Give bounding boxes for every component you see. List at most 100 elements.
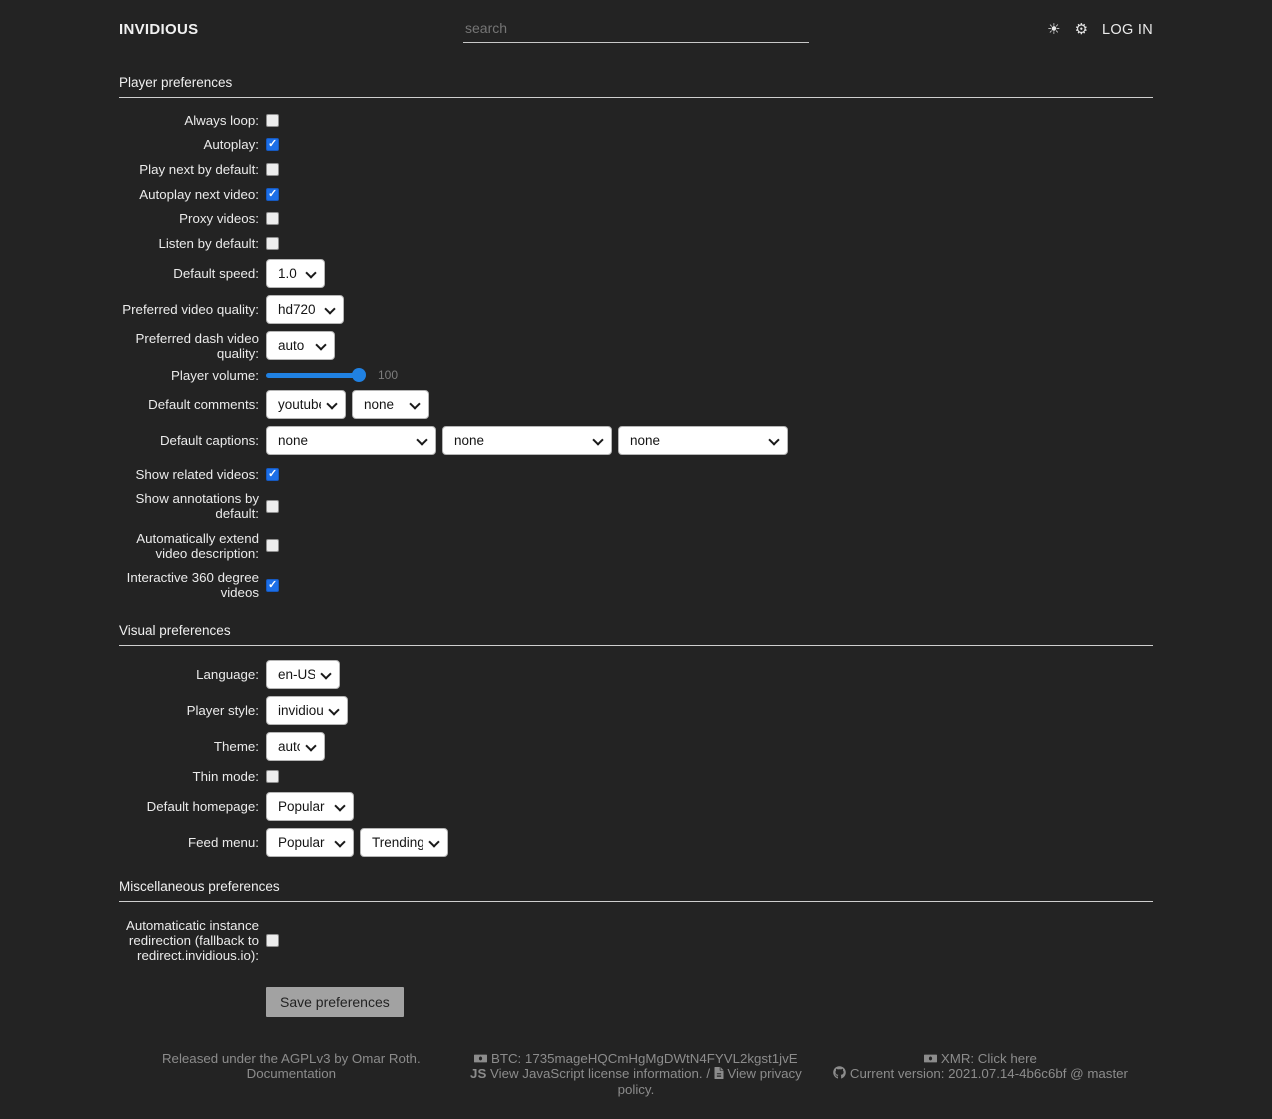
gear-icon[interactable]: ⚙	[1074, 21, 1089, 38]
pref-row-auto-redirect: Automaticatic instance redirection (fall…	[119, 912, 1153, 969]
brand-logo[interactable]: INVIDIOUS	[119, 21, 199, 38]
pref-row-default-comments: Default comments: youtube none	[119, 387, 1153, 423]
pref-label: Interactive 360 degree videos	[126, 570, 259, 601]
annotations-checkbox[interactable]	[266, 499, 279, 513]
pref-label: Default captions:	[159, 433, 259, 449]
video-quality-select[interactable]: hd720	[266, 295, 344, 325]
feed-menu-select-1[interactable]: Popular	[266, 828, 354, 858]
slider-thumb[interactable]	[352, 368, 366, 383]
version-text: Current version: 2021.07.14-4b6c6bf @ ma…	[849, 1066, 1128, 1082]
pref-label: Automatically extend video description:	[136, 530, 259, 561]
pref-row-dash-quality: Preferred dash video quality: auto	[119, 328, 1153, 364]
header-actions: ☀ ⚙ LOG IN	[809, 22, 1153, 38]
page-container: INVIDIOUS ☀ ⚙ LOG IN Player preferences …	[119, 0, 1153, 1119]
btc-address[interactable]: BTC: 1735mageHQCmHgMgDWtN4FYVL2kgst1jvE	[490, 1050, 798, 1066]
pref-row-theme: Theme: auto	[119, 728, 1153, 764]
section-title-visual: Visual preferences	[119, 623, 1153, 647]
pref-label: Play next by default:	[139, 161, 259, 177]
theme-select[interactable]: auto	[266, 731, 325, 761]
captions-select-2[interactable]: none	[442, 426, 612, 456]
documentation-link[interactable]: Documentation	[246, 1066, 337, 1082]
pref-row-related-videos: Show related videos:	[119, 459, 1153, 487]
default-speed-select[interactable]: 1.0	[266, 259, 325, 289]
footer-left: Released under the AGPLv3 by Omar Roth. …	[119, 1051, 464, 1098]
xmr-link[interactable]: XMR: Click here	[940, 1050, 1037, 1066]
pref-row-default-captions: Default captions: none none none	[119, 423, 1153, 459]
top-navbar: INVIDIOUS ☀ ⚙ LOG IN	[119, 0, 1153, 51]
dash-quality-select[interactable]: auto	[266, 331, 335, 361]
pref-row-listen-default: Listen by default:	[119, 231, 1153, 256]
captions-select-3[interactable]: none	[618, 426, 788, 456]
money-bill-icon	[474, 1054, 488, 1063]
slider-track	[266, 373, 364, 379]
sun-icon[interactable]: ☀	[1047, 21, 1061, 38]
pref-label: Player style:	[186, 702, 259, 718]
pref-label: Always loop:	[184, 112, 259, 128]
pref-label: Preferred dash video quality:	[135, 330, 259, 361]
visual-preferences-section: Language: en-US Player style: invidious …	[119, 646, 1153, 861]
js-license-link[interactable]: View JavaScript license information.	[490, 1066, 703, 1082]
pref-label: Language:	[196, 666, 259, 682]
pref-row-autoplay-next: Autoplay next video:	[119, 182, 1153, 207]
autoplay-next-checkbox[interactable]	[266, 187, 279, 201]
player-volume-slider[interactable]	[266, 368, 366, 383]
always-loop-checkbox[interactable]	[266, 113, 279, 127]
footer: Released under the AGPLv3 by Omar Roth. …	[119, 1051, 1153, 1119]
pref-label: Feed menu:	[188, 835, 259, 851]
pref-row-play-next: Play next by default:	[119, 157, 1153, 182]
pref-row-vr-mode: Interactive 360 degree videos	[119, 566, 1153, 606]
default-homepage-select[interactable]: Popular	[266, 792, 354, 822]
section-title-misc: Miscellaneous preferences	[119, 879, 1153, 902]
save-row: Save preferences	[119, 986, 1153, 1017]
pref-row-feed-menu: Feed menu: Popular Trending	[119, 825, 1153, 861]
player-volume-value: 100	[378, 368, 399, 383]
proxy-videos-checkbox[interactable]	[266, 212, 279, 226]
player-style-select[interactable]: invidious	[266, 695, 348, 725]
vr-mode-checkbox[interactable]	[266, 578, 279, 592]
pref-label: Listen by default:	[158, 235, 259, 251]
save-preferences-button[interactable]: Save preferences	[266, 986, 404, 1017]
thin-mode-checkbox[interactable]	[266, 769, 279, 783]
extend-desc-checkbox[interactable]	[266, 539, 279, 553]
pref-row-always-loop: Always loop:	[119, 108, 1153, 133]
github-icon	[833, 1066, 846, 1079]
auto-redirect-checkbox[interactable]	[266, 933, 279, 947]
misc-preferences-section: Automaticatic instance redirection (fall…	[119, 902, 1153, 969]
player-preferences-section: Always loop: Autoplay: Play next by defa…	[119, 98, 1153, 605]
listen-default-checkbox[interactable]	[266, 236, 279, 250]
pref-row-default-speed: Default speed: 1.0	[119, 256, 1153, 292]
feed-menu-select-2[interactable]: Trending	[360, 828, 448, 858]
pref-label: Default homepage:	[146, 799, 259, 815]
captions-select-1[interactable]: none	[266, 426, 436, 456]
search-input[interactable]	[463, 16, 809, 43]
pref-label: Show related videos:	[135, 466, 259, 482]
pref-row-video-quality: Preferred video quality: hd720	[119, 292, 1153, 328]
pref-row-extend-desc: Automatically extend video description:	[119, 526, 1153, 566]
comments-select-2[interactable]: none	[352, 390, 429, 420]
language-select[interactable]: en-US	[266, 659, 340, 689]
money-bill-icon	[924, 1054, 938, 1063]
pref-row-language: Language: en-US	[119, 656, 1153, 692]
pref-label: Default comments:	[148, 397, 259, 413]
file-icon	[714, 1067, 724, 1080]
related-videos-checkbox[interactable]	[266, 467, 279, 481]
pref-label: Automaticatic instance redirection (fall…	[125, 917, 259, 963]
js-icon: JS	[470, 1066, 487, 1082]
footer-middle: BTC: 1735mageHQCmHgMgDWtN4FYVL2kgst1jvE …	[464, 1051, 809, 1098]
comments-select-1[interactable]: youtube	[266, 390, 346, 420]
pref-row-player-style: Player style: invidious	[119, 692, 1153, 728]
pref-label: Theme:	[213, 738, 259, 754]
login-link[interactable]: LOG IN	[1102, 21, 1153, 38]
pref-label: Player volume:	[171, 367, 259, 383]
pref-label: Default speed:	[173, 266, 259, 282]
pref-label: Show annotations by default:	[135, 491, 259, 522]
pref-row-thin-mode: Thin mode:	[119, 764, 1153, 789]
footer-separator: /	[702, 1066, 714, 1082]
autoplay-checkbox[interactable]	[266, 137, 279, 152]
play-next-checkbox[interactable]	[266, 162, 279, 176]
pref-label: Autoplay next video:	[139, 186, 259, 202]
footer-right: XMR: Click here Current version: 2021.07…	[808, 1051, 1153, 1098]
pref-row-autoplay: Autoplay:	[119, 133, 1153, 158]
section-title-player: Player preferences	[119, 75, 1153, 98]
search-box	[463, 16, 809, 43]
